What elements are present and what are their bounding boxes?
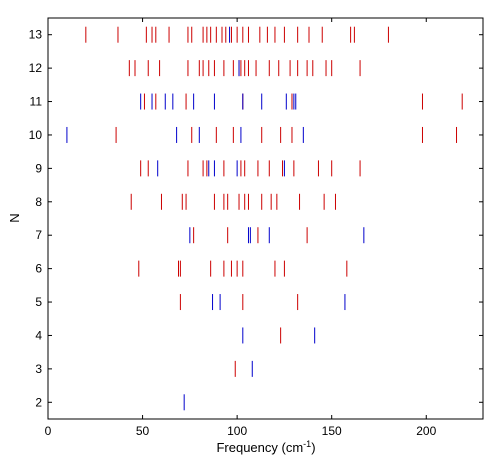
x-axis-title-main: Frequency (cm xyxy=(216,440,303,455)
y-tick-label-8: 8 xyxy=(35,195,42,209)
y-tick-label-6: 6 xyxy=(35,262,42,276)
y-tick-label-10: 10 xyxy=(29,128,43,142)
y-tick-label-9: 9 xyxy=(35,161,42,175)
y-tick-label-7: 7 xyxy=(35,228,42,242)
x-tick-label-200: 200 xyxy=(416,424,436,438)
y-tick-label-3: 3 xyxy=(35,362,42,376)
x-axis-title: Frequency (cm-1) xyxy=(216,439,315,455)
x-axis-ticks: 0 50 100 150 200 xyxy=(45,18,437,438)
y-axis-ticks: 2 3 4 5 6 7 8 9 10 11 12 13 xyxy=(29,28,483,409)
y-axis-title: N xyxy=(7,213,22,222)
y-tick-label-2: 2 xyxy=(35,395,42,409)
data-marks xyxy=(66,26,463,411)
plot-area-background xyxy=(48,18,483,419)
y-tick-label-4: 4 xyxy=(35,328,42,342)
y-tick-label-11: 11 xyxy=(30,95,43,109)
y-tick-label-13: 13 xyxy=(29,28,43,42)
x-axis-title-superscript: -1 xyxy=(303,439,311,449)
x-tick-label-100: 100 xyxy=(227,424,247,438)
x-tick-label-0: 0 xyxy=(45,424,52,438)
y-tick-label-5: 5 xyxy=(35,295,42,309)
x-tick-label-150: 150 xyxy=(322,424,342,438)
x-axis-title-suffix: ) xyxy=(311,440,315,455)
plot-area-frame xyxy=(47,17,484,420)
y-tick-label-12: 12 xyxy=(29,61,43,75)
x-tick-label-50: 50 xyxy=(136,424,150,438)
